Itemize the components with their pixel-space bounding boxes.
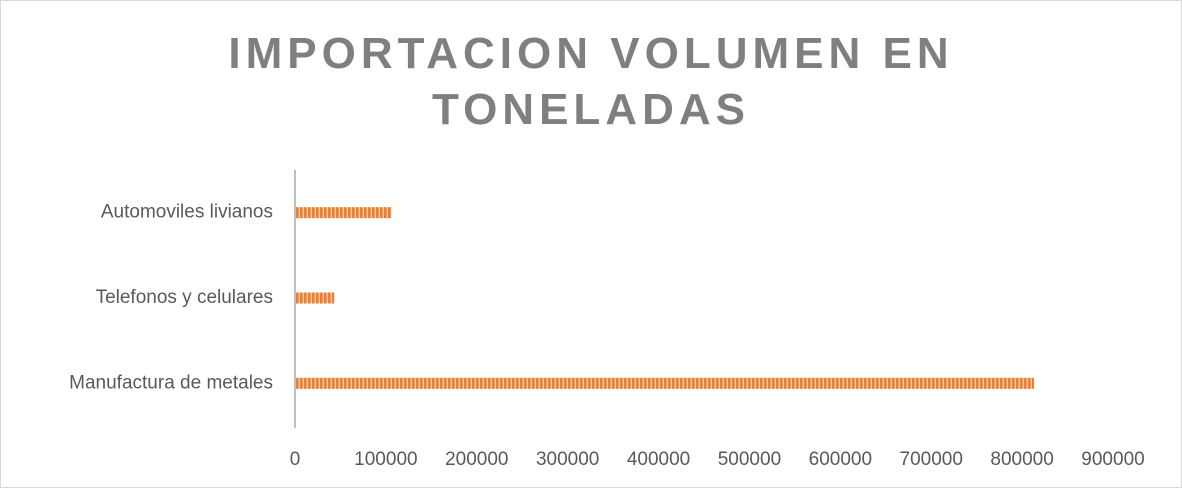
bar — [296, 377, 1035, 389]
x-tick-label: 800000 — [990, 449, 1053, 470]
x-tick-label: 700000 — [900, 449, 963, 470]
y-tick-label: Manufactura de metales — [69, 372, 273, 393]
x-tick-label: 500000 — [718, 449, 781, 470]
y-tick-label: Telefonos y celulares — [96, 287, 273, 308]
chart-title: IMPORTACION VOLUMEN EN TONELADAS — [228, 29, 954, 134]
x-tick-label: 200000 — [445, 449, 508, 470]
x-tick-label: 100000 — [354, 449, 417, 470]
x-tick-label: 300000 — [536, 449, 599, 470]
x-tick-label: 600000 — [809, 449, 872, 470]
bar — [296, 292, 335, 304]
bar — [296, 207, 392, 219]
x-tick-label: 900000 — [1081, 449, 1144, 470]
x-tick-label: 400000 — [627, 449, 690, 470]
x-tick-label: 0 — [290, 449, 301, 470]
y-tick-label: Automoviles livianos — [101, 202, 273, 223]
